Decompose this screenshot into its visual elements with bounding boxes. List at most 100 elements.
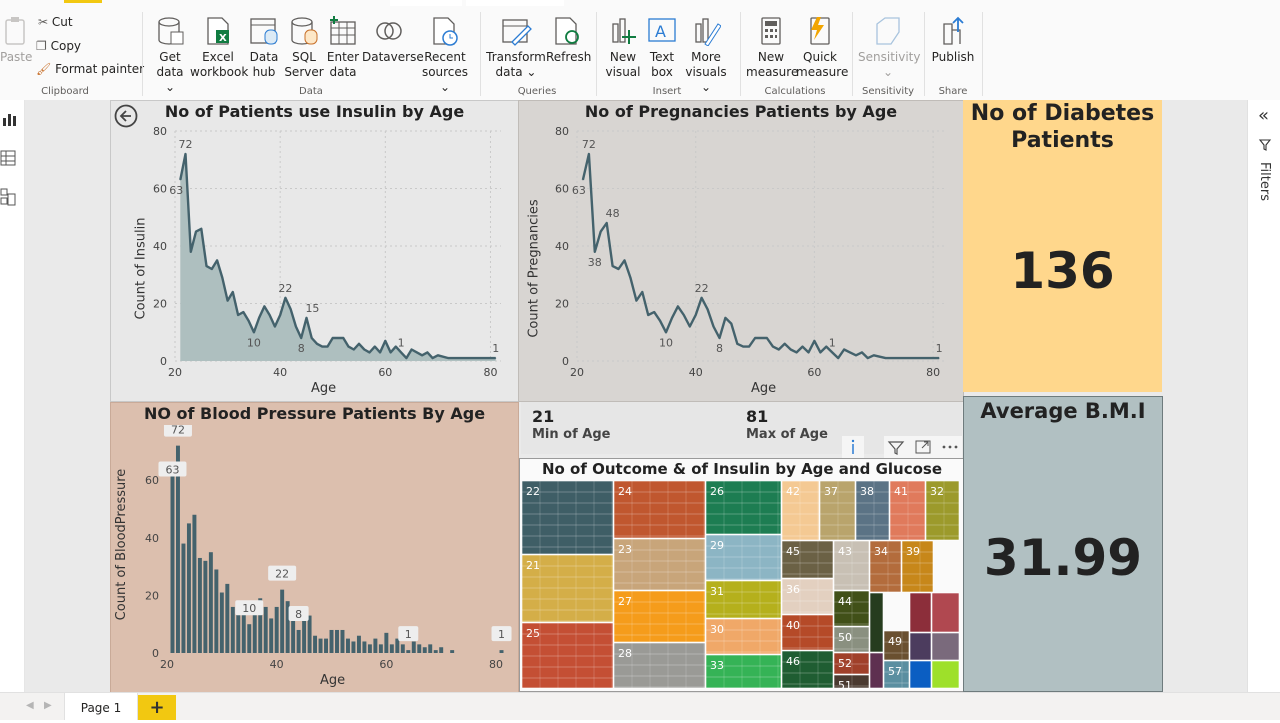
- data-label: 63: [165, 464, 179, 477]
- bar: [236, 604, 241, 653]
- copy-button[interactable]: ❐ Copy: [36, 39, 81, 53]
- add-page-button[interactable]: +: [138, 695, 176, 720]
- blood-pressure-bar-visual[interactable]: NO of Blood Pressure Patients By Age Cou…: [110, 402, 519, 694]
- data-point: [600, 231, 602, 233]
- data-point: [802, 346, 804, 348]
- series-line: [581, 152, 940, 360]
- data-point: [200, 228, 202, 230]
- refresh-label: Refresh: [546, 50, 592, 64]
- model-view-icon[interactable]: [0, 188, 16, 206]
- treemap-label: 45: [786, 545, 800, 558]
- data-point: [867, 357, 869, 359]
- data-label: 8: [298, 342, 305, 355]
- publish-button[interactable]: Publish: [928, 16, 978, 65]
- bar: [324, 638, 329, 653]
- refresh-button[interactable]: Refresh: [546, 16, 592, 65]
- recent-sources-button[interactable]: Recent sources ⌄: [418, 16, 472, 95]
- data-point: [724, 317, 726, 319]
- treemap-tile: [855, 481, 890, 541]
- diabetes-card[interactable]: No of Diabetes Patients 136: [963, 100, 1162, 392]
- bmi-card[interactable]: Average B.M.I 31.99: [963, 396, 1163, 692]
- data-label-bg: [491, 626, 512, 642]
- data-label: 38: [588, 256, 602, 269]
- treemap-visual[interactable]: No of Outcome & of Insulin by Age and Gl…: [519, 458, 965, 692]
- treemap-label: 57: [888, 665, 902, 678]
- table-icon: [330, 16, 356, 45]
- publish-label: Publish: [931, 50, 975, 64]
- data-view-icon[interactable]: [0, 150, 16, 166]
- treemap-tile: [613, 538, 706, 591]
- bar: [208, 552, 213, 653]
- focus-mode-icon[interactable]: [913, 438, 933, 456]
- data-point: [447, 357, 449, 359]
- data-label: 72: [582, 138, 596, 151]
- treemap-label: 36: [786, 583, 800, 596]
- data-label: 1: [492, 342, 499, 355]
- data-point: [216, 259, 218, 261]
- report-view-icon[interactable]: [2, 110, 18, 128]
- data-point: [363, 349, 365, 350]
- group-separator: [740, 12, 741, 96]
- format-painter-button[interactable]: 🖌 Format painter: [36, 62, 144, 76]
- new-measure-button[interactable]: New measure: [746, 16, 798, 80]
- paste-button[interactable]: Paste: [0, 16, 32, 65]
- data-point: [718, 337, 720, 339]
- sql-server-button[interactable]: SQL Server: [284, 16, 324, 80]
- transform-data-button[interactable]: Transform data ⌄: [486, 16, 546, 80]
- visual-info-icon[interactable]: [842, 436, 864, 458]
- data-label-bg: [268, 565, 297, 581]
- filter-icon[interactable]: [886, 438, 906, 456]
- enter-data-button[interactable]: Enter data: [324, 16, 362, 80]
- data-point: [849, 351, 851, 353]
- quick-measure-label: Quick measure: [796, 50, 849, 79]
- sensitivity-icon: [876, 17, 900, 45]
- cut-button[interactable]: ✂ Cut: [38, 15, 73, 29]
- data-point: [885, 357, 887, 359]
- data-point: [437, 354, 439, 356]
- bar: [258, 598, 263, 653]
- filter-icon: [1258, 139, 1272, 151]
- data-hub-button[interactable]: Data hub: [246, 16, 282, 80]
- group-label-sensitivity: Sensitivity: [861, 86, 915, 97]
- treemap-tile: [883, 660, 910, 689]
- x-tick-label: 60: [807, 366, 821, 379]
- bar: [351, 641, 356, 653]
- insulin-area-visual[interactable]: No of Patients use Insulin by Age Count …: [110, 100, 519, 402]
- treemap-label: 32: [930, 485, 944, 498]
- visual-title: No of Outcome & of Insulin by Age and Gl…: [541, 460, 943, 478]
- scroll-left-icon[interactable]: ◀: [26, 700, 34, 711]
- scroll-right-icon[interactable]: ▶: [44, 700, 52, 711]
- excel-workbook-button[interactable]: X Excel workbook: [190, 16, 248, 80]
- treemap-label: 22: [526, 485, 540, 498]
- bar: [214, 569, 219, 653]
- get-data-button[interactable]: Get data ⌄: [150, 16, 190, 95]
- page-tabs-bar: ◀ ▶ Page 1 +: [0, 692, 1280, 720]
- new-visual-button[interactable]: New visual: [602, 16, 644, 80]
- treemap-tile: [833, 590, 870, 627]
- data-point: [855, 354, 857, 356]
- page-tab-page1[interactable]: Page 1: [64, 693, 138, 720]
- data-point: [326, 346, 328, 348]
- treemap-label: 21: [526, 559, 540, 572]
- more-options-icon[interactable]: [940, 438, 960, 456]
- bar: [367, 644, 372, 653]
- more-visuals-button[interactable]: More visuals ⌄: [680, 16, 732, 95]
- bar: [219, 592, 224, 653]
- data-label: 48: [606, 207, 620, 220]
- quick-measure-button[interactable]: Quick measure: [796, 16, 848, 80]
- filters-pane-collapsed[interactable]: « Filters: [1247, 100, 1280, 692]
- group-label-share: Share: [938, 86, 968, 97]
- expand-chevrons-icon[interactable]: «: [1258, 105, 1270, 126]
- dataverse-button[interactable]: Dataverse: [362, 16, 424, 65]
- bar: [263, 606, 268, 653]
- data-point: [253, 331, 255, 333]
- pregnancies-line-visual[interactable]: No of Pregnancies Patients by Age Count …: [518, 100, 964, 402]
- data-point: [206, 265, 208, 267]
- back-arrow-icon[interactable]: [114, 104, 138, 128]
- sensitivity-button[interactable]: Sensitivity ⌄: [858, 16, 921, 80]
- sql-server-icon: [291, 17, 318, 45]
- x-tick-label: 20: [570, 366, 584, 379]
- text-box-button[interactable]: A Text box: [644, 16, 680, 80]
- sensitivity-label: Sensitivity: [858, 50, 921, 64]
